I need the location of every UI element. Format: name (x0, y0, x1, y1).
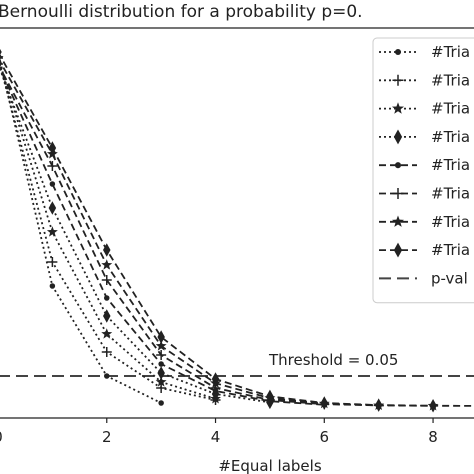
data-point-series-3-x1 (46, 226, 58, 237)
data-point-series-6-x1 (47, 161, 58, 171)
data-point-series-2-x1 (47, 257, 58, 267)
legend-label-6: #Tria (431, 185, 470, 203)
data-point-series-6-x2 (101, 275, 112, 285)
legend-marker-2 (392, 74, 404, 86)
data-point-series-8-x5 (266, 389, 274, 404)
x-tick-label-2: 2 (102, 428, 112, 446)
data-point-series-8-x6 (320, 396, 329, 410)
legend-label-threshold: p-val (431, 269, 468, 287)
data-point-series-2-x2 (101, 347, 112, 357)
data-point-series-3-x2 (101, 328, 113, 339)
data-point-series-1-x1 (49, 283, 56, 289)
legend-label-2: #Tria (431, 71, 470, 89)
series-line-4 (0, 66, 271, 404)
data-point-series-8-x8 (429, 399, 437, 413)
legend-marker-7 (391, 215, 405, 227)
data-point-series-2-x3 (156, 383, 167, 393)
legend-label-3: #Tria (431, 100, 470, 118)
legend: #Tria #Tria #Tria #Tria #Tria #Tria #Tria #Tria… (372, 37, 474, 304)
legend-label-8: #Tria (431, 241, 470, 259)
data-point-series-8-x7 (374, 398, 383, 412)
data-point-series-3-x3 (155, 376, 167, 387)
legend-marker-8 (393, 242, 403, 258)
legend-label-4: #Tria (431, 128, 470, 146)
x-tick-label-6: 6 (320, 428, 330, 446)
x-axis-label: #Equal labels (218, 457, 321, 474)
x-tick-label-8: 8 (428, 428, 438, 446)
legend-marker-4 (393, 129, 403, 145)
data-point-series-8-x4 (211, 372, 220, 386)
data-point-series-5-x3 (158, 361, 164, 367)
axes: 0 2 4 6 8 (0, 27, 474, 446)
threshold-annotation: Threshold = 0.05 (268, 351, 398, 369)
data-point-series-4-x2 (103, 309, 111, 323)
series-line-2 (0, 62, 216, 401)
data-point-series-8-x1 (48, 141, 57, 155)
legend-marker-6 (392, 188, 404, 199)
data-point-series-1-x2 (104, 373, 110, 379)
legend-label-5: #Tria (431, 156, 470, 174)
x-tick-label-0: 0 (0, 428, 3, 446)
data-point-series-8-x2 (103, 243, 111, 257)
data-point-series-4-x1 (48, 201, 57, 215)
data-point-series-5-x2 (104, 295, 110, 301)
legend-label-7: #Tria (431, 213, 470, 231)
legend-label-1: #Tria (431, 43, 470, 61)
series-line-3 (0, 61, 216, 400)
series-line-8 (0, 53, 474, 407)
data-point-series-5-x1 (49, 181, 56, 187)
x-tick-label-4: 4 (211, 428, 221, 446)
series-line-1 (0, 56, 162, 404)
chart-title: Bernoulli distribution for a probability… (0, 2, 363, 22)
legend-marker-1 (394, 48, 402, 56)
data-point-series-6-x3 (156, 350, 167, 360)
data-point-series-8-x3 (157, 330, 165, 344)
plot-area (0, 48, 474, 413)
data-point-series-4-x3 (157, 366, 165, 380)
data-point-series-7-x3 (155, 340, 167, 351)
legend-marker-3 (391, 102, 405, 114)
legend-marker-5 (394, 162, 402, 169)
data-point-series-7-x2 (101, 259, 113, 270)
data-point-series-8-x0 (0, 48, 2, 56)
data-point-series-1-x3 (158, 400, 164, 406)
